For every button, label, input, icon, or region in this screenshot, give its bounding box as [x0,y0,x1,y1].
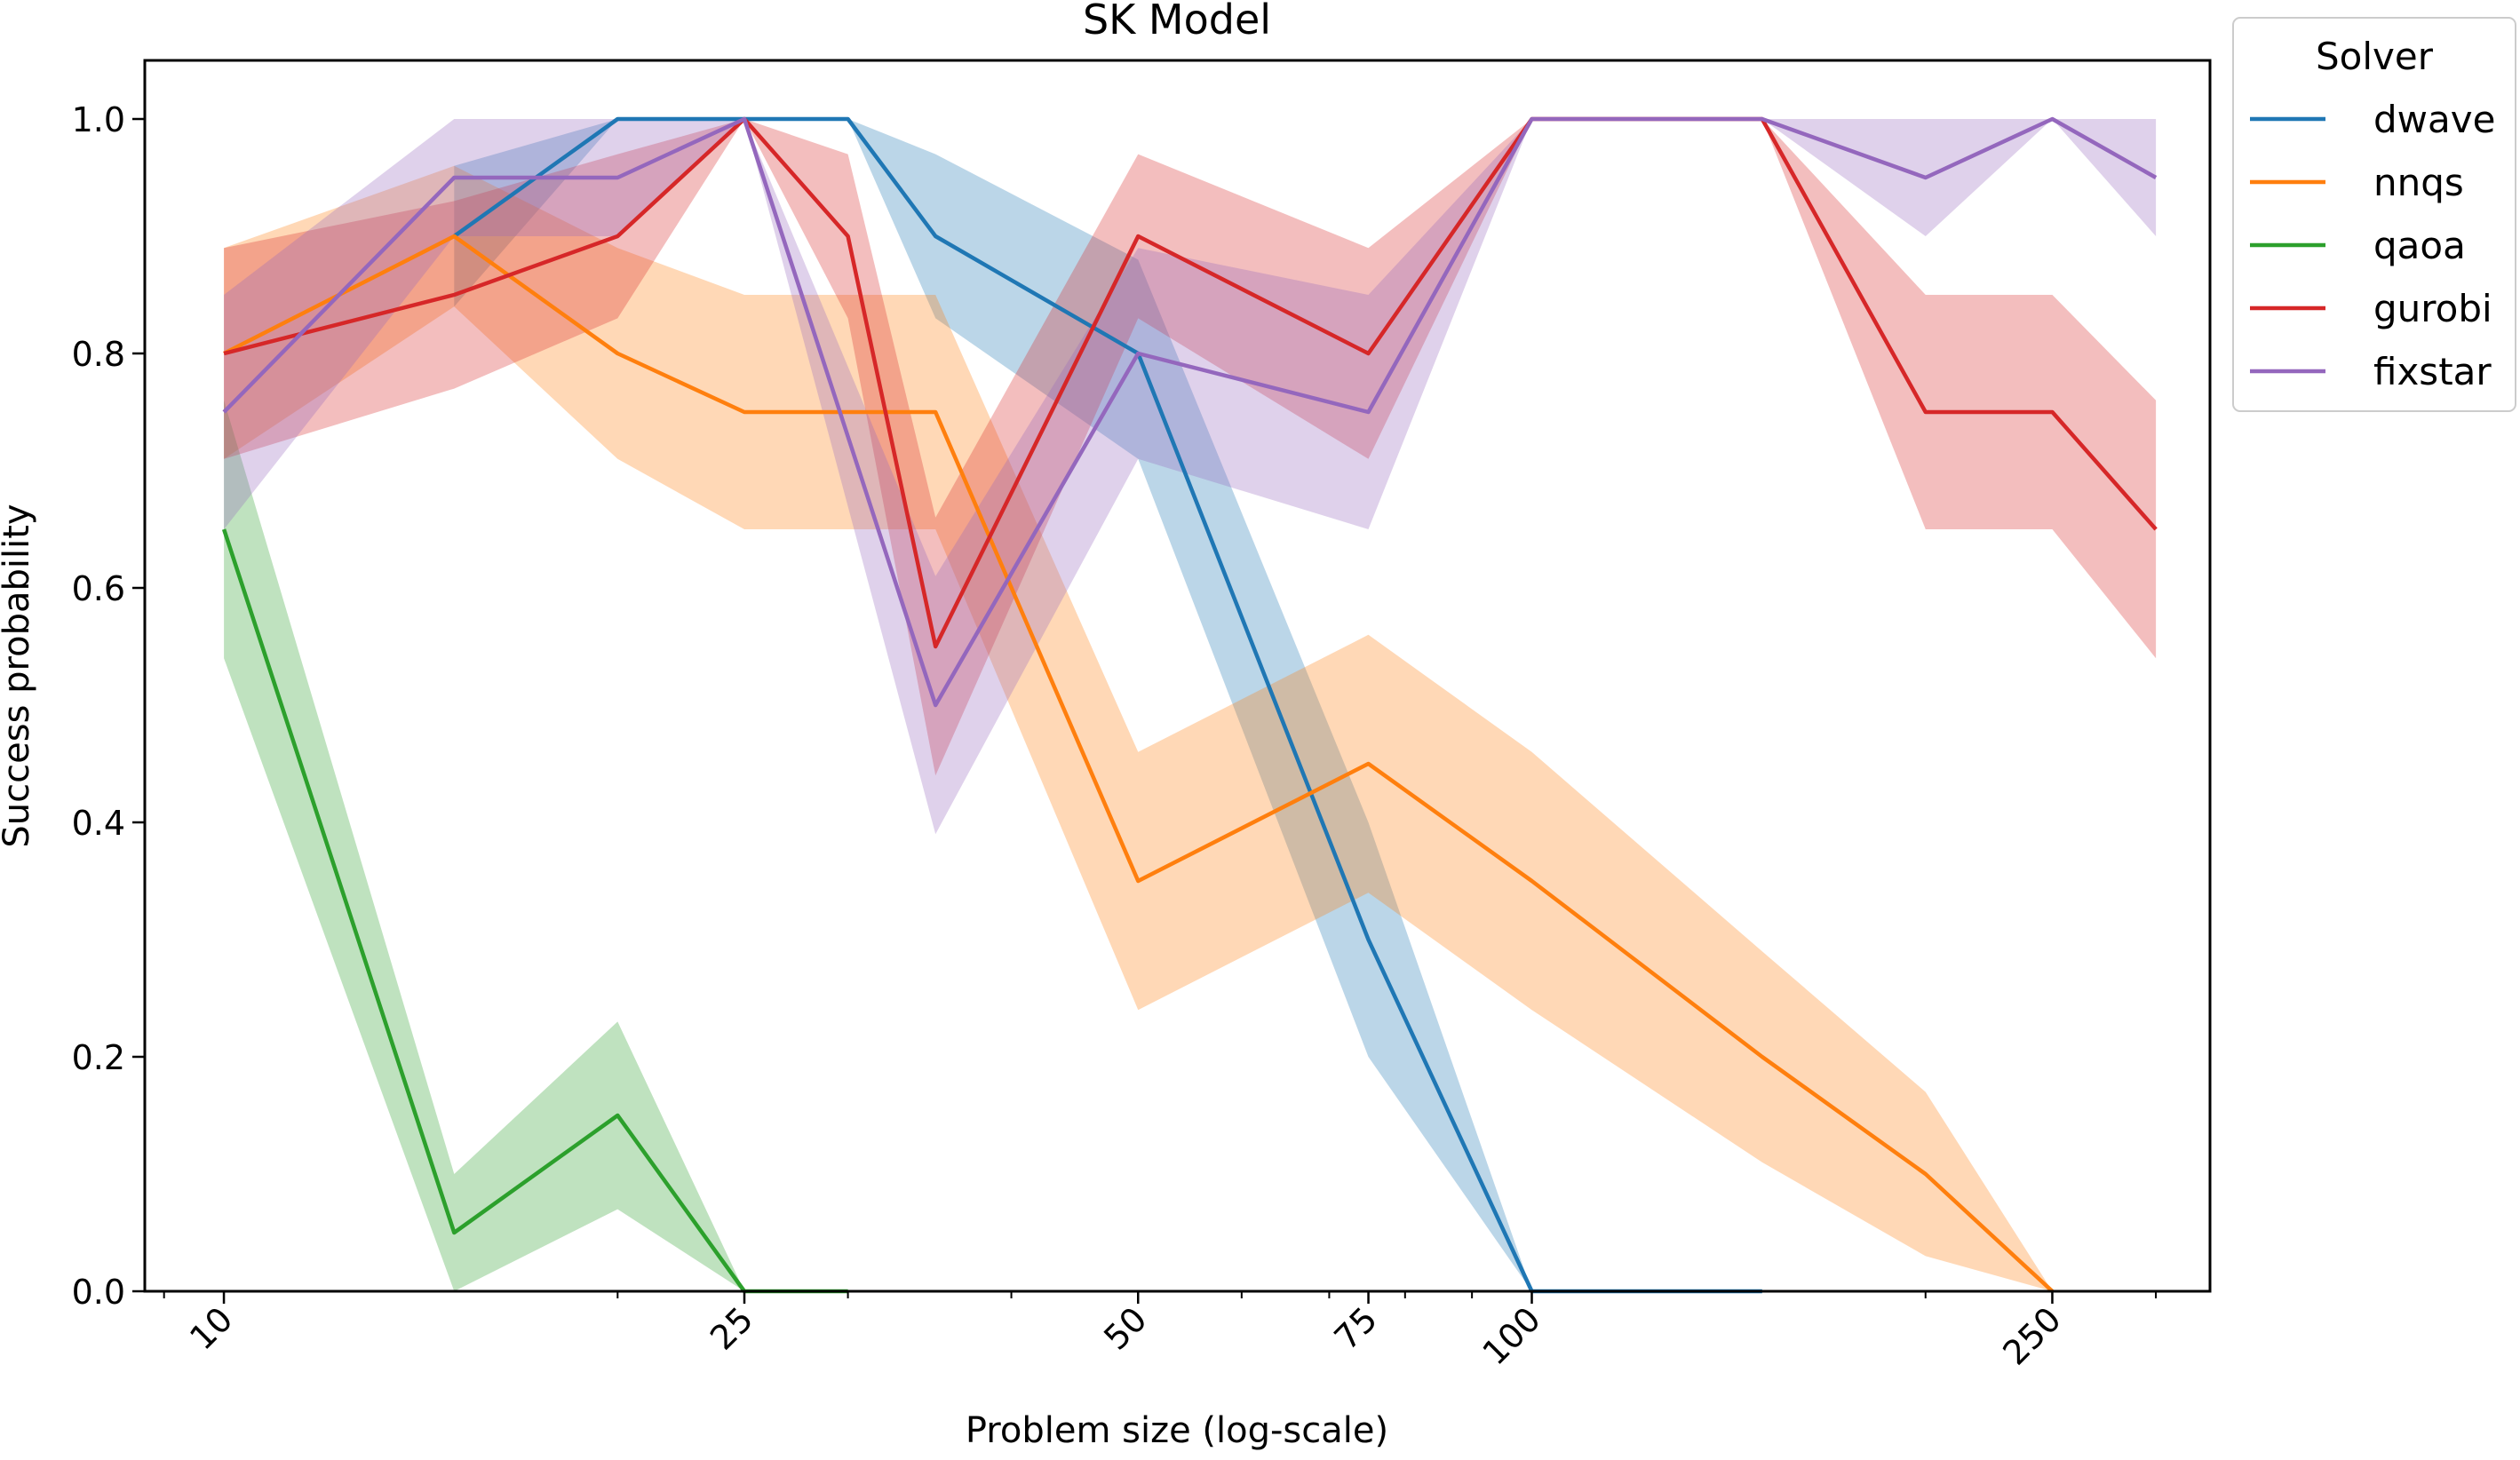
legend-box [2232,17,2516,412]
y-tick-label: 0.6 [72,569,125,608]
y-tick-label: 0.2 [72,1038,125,1077]
legend-label-fixstar: fixstar [2373,350,2492,393]
band-nnqs [224,165,2053,1291]
point-qaoa-2 [616,1114,619,1117]
series-line-dwave [452,116,1762,1294]
x-tick-label: 50 [1096,1299,1154,1357]
x-tick-label: 250 [1995,1299,2068,1372]
point-nnqs-1 [452,234,456,238]
band-qaoa [224,400,848,1291]
legend-label-nnqs: nnqs [2373,161,2464,204]
point-fixstar-10 [2051,117,2055,121]
point-dwave-1 [616,117,619,121]
point-fixstar-8 [1761,117,1764,121]
chart-title: SK Model [1083,0,1271,44]
point-dwave-4 [934,234,937,238]
point-fixstar-9 [1924,176,1928,179]
point-qaoa-0 [222,528,226,531]
point-nnqs-9 [1924,1172,1928,1176]
point-fixstar-3 [743,117,746,121]
y-tick-label: 0.8 [72,335,125,374]
x-tick-label: 75 [1327,1299,1385,1357]
confidence-bands [224,119,2157,1291]
y-tick-label: 0.4 [72,804,125,843]
point-gurobi-6 [1136,234,1140,238]
point-gurobi-4 [847,234,850,238]
y-tick-label: 1.0 [72,100,125,139]
point-gurobi-5 [934,645,937,648]
point-nnqs-5 [1136,879,1140,883]
point-fixstar-6 [1367,410,1371,414]
y-axis-label: Success probability [0,504,37,847]
y-tick-label: 0.0 [72,1273,125,1312]
point-nnqs-7 [1530,879,1534,883]
legend-title: Solver [2316,35,2434,78]
point-fixstar-7 [1530,117,1534,121]
point-dwave-6 [1367,938,1371,941]
legend-items: dwave nnqs qaoa gurobi fixstar [2250,98,2495,393]
point-nnqs-6 [1367,762,1371,766]
point-gurobi-12 [2154,528,2158,531]
band-dwave [454,119,1762,1291]
point-nnqs-4 [934,410,937,414]
y-axis: 0.0 0.2 0.4 0.6 0.8 1.0 [72,100,145,1312]
legend-label-dwave: dwave [2373,98,2495,141]
legend-label-gurobi: gurobi [2373,287,2492,330]
point-gurobi-0 [222,352,226,355]
legend-label-qaoa: qaoa [2373,224,2466,267]
series-line-fixstar [222,116,2158,708]
point-fixstar-0 [222,410,226,414]
plot-frame [143,59,2212,1293]
series-line-nnqs [223,234,2055,1293]
point-qaoa-1 [452,1231,456,1234]
x-axis-label: Problem size (log-scale) [966,1410,1388,1451]
x-tick-label: 100 [1475,1299,1547,1372]
point-fixstar-4 [934,703,937,707]
point-gurobi-7 [1367,352,1371,355]
point-fixstar-2 [616,176,619,179]
legend: Solver dwave nnqs qaoa gurobi fixstar [2232,17,2516,412]
point-dwave-3 [847,117,850,121]
x-axis: 10 25 50 75 100 250 [163,1291,2158,1373]
point-gurobi-10 [1924,410,1928,414]
x-tick-label: 25 [703,1299,760,1357]
point-fixstar-1 [452,176,456,179]
point-fixstar-11 [2154,176,2158,179]
point-nnqs-8 [1761,1055,1764,1059]
point-gurobi-11 [2051,410,2055,414]
point-nnqs-3 [743,410,746,414]
series-line-gurobi [223,116,2158,649]
x-tick-label: 10 [182,1299,240,1357]
point-gurobi-1 [452,293,456,297]
point-nnqs-2 [616,352,619,355]
point-fixstar-5 [1136,352,1140,355]
point-gurobi-2 [616,234,619,238]
band-gurobi [224,119,2157,776]
